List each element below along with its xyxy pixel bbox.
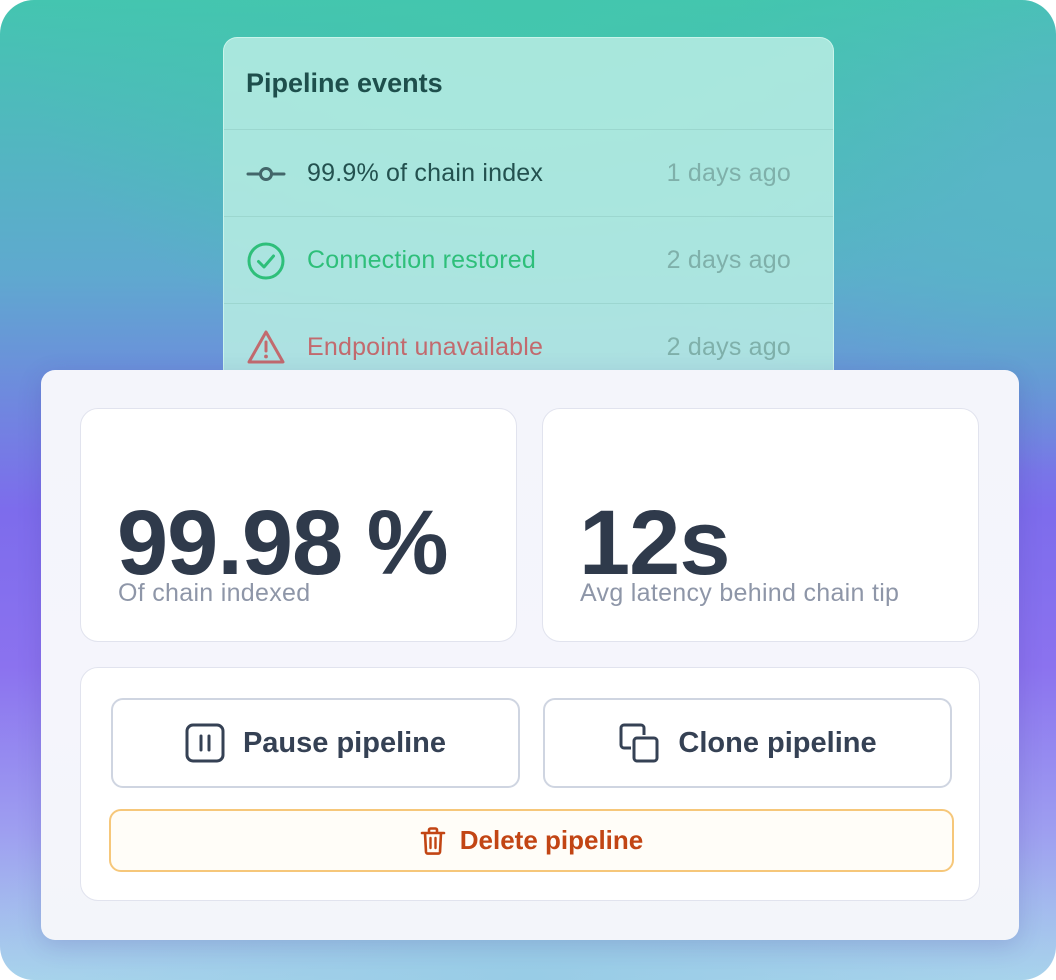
pause-icon xyxy=(185,723,243,763)
clone-pipeline-label: Clone pipeline xyxy=(678,726,877,759)
warning-triangle-icon xyxy=(246,328,286,368)
delete-pipeline-button[interactable]: Delete pipeline xyxy=(109,809,954,872)
commit-icon xyxy=(246,154,286,194)
pause-pipeline-button[interactable]: Pause pipeline xyxy=(111,698,520,788)
event-time: 2 days ago xyxy=(666,333,791,361)
event-row-connection-restored: Connection restored 2 days ago xyxy=(224,216,833,302)
copy-icon xyxy=(618,722,678,764)
stat-avg-latency: 12s Avg latency behind chain tip xyxy=(542,408,979,642)
pipeline-events-panel: Pipeline events 99.9% of chain index 1 d… xyxy=(223,37,834,397)
event-time: 2 days ago xyxy=(666,246,791,274)
event-text: Connection restored xyxy=(307,246,536,274)
event-row-endpoint-unavailable: Endpoint unavailable 2 days ago xyxy=(224,303,833,389)
check-circle-icon xyxy=(246,241,286,281)
stat-chain-indexed: 99.98 % Of chain indexed xyxy=(80,408,517,642)
pipeline-actions: Pause pipeline Clone pipeline xyxy=(80,667,980,901)
stat-label: Avg latency behind chain tip xyxy=(580,579,900,607)
event-row-chain-index: 99.9% of chain index 1 days ago xyxy=(224,129,833,215)
pipeline-summary-card: 99.98 % Of chain indexed 12s Avg latency… xyxy=(41,370,1019,940)
clone-pipeline-button[interactable]: Clone pipeline xyxy=(543,698,952,788)
stat-value: 12s xyxy=(579,492,730,594)
delete-pipeline-label: Delete pipeline xyxy=(459,825,644,855)
stat-value: 99.98 % xyxy=(117,492,449,594)
trash-icon xyxy=(420,826,460,855)
stat-label: Of chain indexed xyxy=(118,579,311,607)
events-panel-title: Pipeline events xyxy=(246,68,443,98)
event-time: 1 days ago xyxy=(666,159,791,187)
event-text: Endpoint unavailable xyxy=(307,333,544,361)
pause-pipeline-label: Pause pipeline xyxy=(242,726,447,759)
event-text: 99.9% of chain index xyxy=(307,159,544,187)
